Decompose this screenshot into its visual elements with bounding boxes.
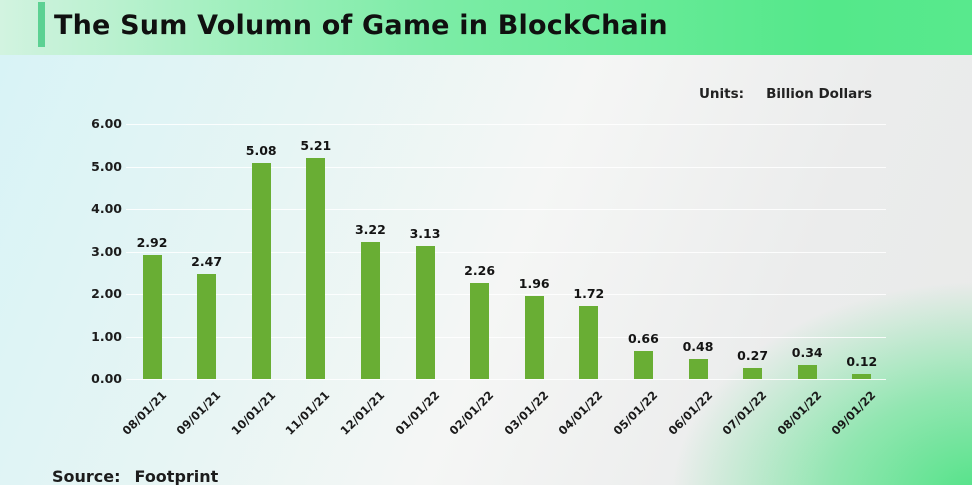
bar-value-label: 1.72 (573, 286, 605, 301)
bar (470, 283, 490, 379)
bar (524, 296, 544, 379)
x-axis-tick-label: 08/01/21 (119, 388, 169, 438)
header-bar: The Sum Volumn of Game in BlockChain (0, 0, 972, 55)
bar-value-label: 0.27 (737, 348, 769, 363)
bar-value-label: 0.48 (682, 339, 714, 354)
y-axis-tick-label: 0.00 (91, 371, 122, 386)
bar (797, 365, 817, 379)
bar (197, 274, 217, 379)
bar-value-label: 0.34 (791, 345, 823, 360)
bar-value-label: 0.12 (846, 354, 878, 369)
x-axis-tick-label: 08/01/22 (774, 388, 825, 438)
y-axis-tick-label: 4.00 (91, 201, 122, 216)
bar-value-label: 3.22 (354, 222, 386, 237)
gridline (126, 294, 886, 295)
bar (360, 242, 380, 379)
bar-value-label: 0.66 (627, 331, 659, 346)
source-label: Source: Footprint (52, 467, 218, 485)
x-axis-tick-label: 05/01/22 (610, 388, 661, 438)
bar (688, 359, 708, 379)
bar (633, 351, 653, 379)
x-axis-tick-label: 06/01/22 (665, 388, 715, 438)
bar-value-label: 2.26 (464, 263, 496, 278)
bar (852, 374, 872, 379)
bar (579, 306, 599, 379)
bar-value-label: 5.21 (300, 138, 332, 153)
x-axis-tick-label: 07/01/22 (719, 388, 770, 438)
x-axis-tick-label: 02/01/22 (446, 388, 497, 438)
bar-value-label: 1.96 (518, 276, 550, 291)
x-axis-tick-label: 09/01/22 (828, 388, 879, 438)
source-value: Footprint (134, 467, 219, 485)
bar (251, 163, 271, 379)
gridline (126, 251, 886, 253)
title-accent-bar (38, 2, 45, 47)
x-axis-tick-label: 09/01/21 (173, 388, 224, 438)
x-axis-tick-label: 10/01/21 (228, 388, 279, 438)
gridline (126, 124, 886, 125)
gridline (126, 336, 886, 338)
bar-value-label: 5.08 (245, 143, 277, 158)
gridline (126, 166, 886, 168)
bar (415, 246, 435, 379)
units-value: Billion Dollars (766, 86, 872, 102)
units-label: Units: Billion Dollars (699, 86, 872, 102)
bar (743, 368, 763, 379)
bar (142, 255, 162, 379)
y-axis-tick-label: 6.00 (91, 116, 122, 131)
units-key: Units: (698, 86, 745, 102)
bar-value-label: 2.47 (191, 254, 223, 269)
source-key: Source: (52, 467, 121, 485)
y-axis-tick-label: 2.00 (91, 286, 122, 301)
bar-value-label: 2.92 (136, 235, 168, 250)
gridline (126, 379, 886, 380)
chart-area: Units: Billion Dollars 0.00 1.00 2.00 3.00 4… (0, 55, 972, 485)
x-axis-tick-label: 01/01/22 (392, 388, 442, 438)
y-axis-tick-label: 3.00 (91, 243, 122, 259)
x-axis-tick-label: 11/01/21 (282, 388, 333, 438)
page-title: The Sum Volumn of Game in BlockChain (54, 10, 668, 41)
y-axis-tick-label: 1.00 (91, 328, 122, 344)
bar-chart-plot: 0.00 1.00 2.00 3.00 4.00 5.00 6.00 2.92 08/01/21… (0, 55, 972, 485)
gridline (126, 209, 886, 210)
x-axis-tick-label: 03/01/22 (501, 388, 552, 438)
x-axis-tick-label: 12/01/21 (337, 388, 388, 438)
bar-value-label: 3.13 (409, 226, 441, 241)
y-axis-tick-label: 5.00 (91, 158, 122, 174)
x-axis-tick-label: 04/01/22 (555, 388, 606, 438)
bar (306, 158, 326, 379)
